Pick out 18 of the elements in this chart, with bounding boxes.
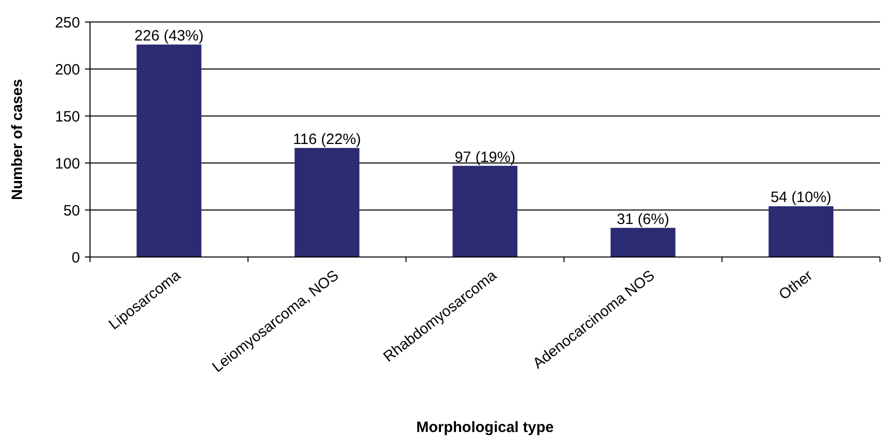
y-tick-label: 200 xyxy=(54,61,80,78)
bar xyxy=(610,228,676,257)
bar xyxy=(294,148,360,257)
y-tick-label: 50 xyxy=(63,202,80,220)
data-label: 97 (19%) xyxy=(454,148,516,166)
data-label: 116 (22%) xyxy=(292,130,362,148)
data-label: 226 (43%) xyxy=(134,28,204,45)
y-tick-label: 0 xyxy=(72,249,80,266)
data-label: 31 (6%) xyxy=(616,210,670,228)
bar xyxy=(452,166,518,257)
y-axis-title: Number of cases xyxy=(9,79,26,200)
bar xyxy=(768,206,834,257)
bar xyxy=(136,44,202,257)
y-tick-label: 250 xyxy=(54,14,80,32)
y-tick-label: 100 xyxy=(54,155,80,172)
data-label: 54 (10%) xyxy=(770,189,832,206)
y-tick-label: 150 xyxy=(54,108,80,126)
x-axis-title: Morphological type xyxy=(416,419,554,436)
